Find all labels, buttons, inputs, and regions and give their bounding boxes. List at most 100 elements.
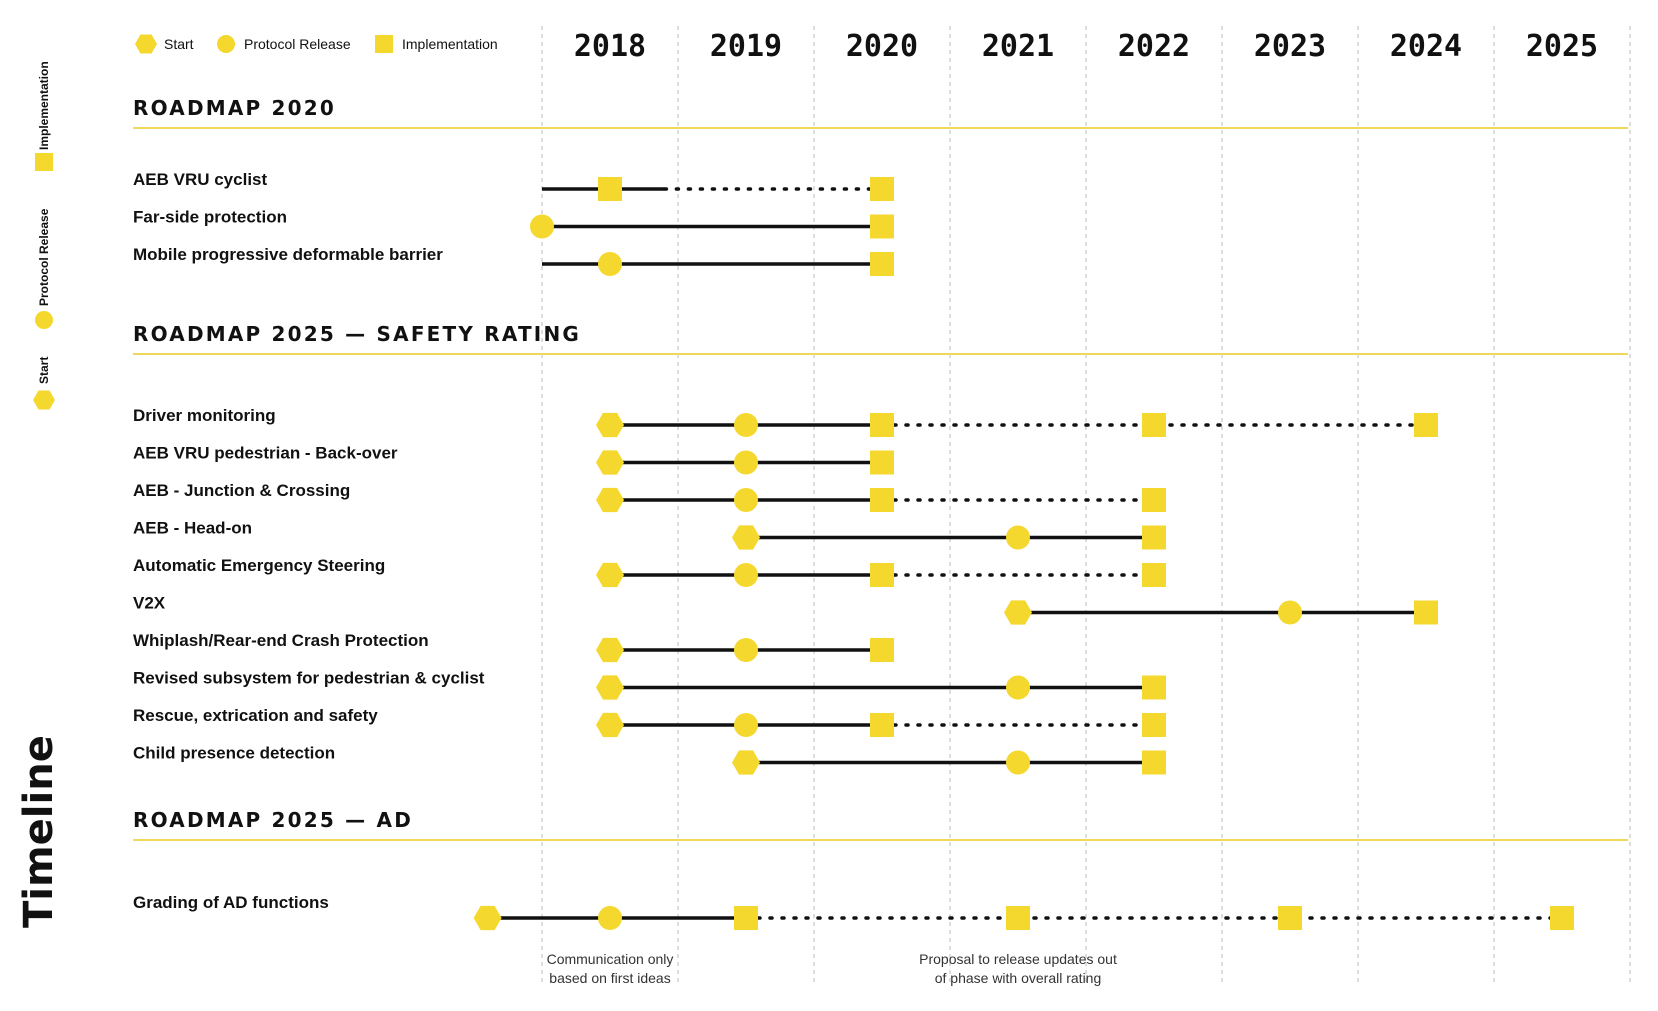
timeline-row: Far-side protection — [133, 208, 894, 239]
square-marker — [1414, 413, 1438, 437]
hexagon-marker — [596, 562, 624, 588]
hexagon-marker — [596, 487, 624, 513]
square-marker — [1142, 413, 1166, 437]
circle-marker — [734, 488, 758, 512]
square-marker — [1550, 906, 1574, 930]
square-marker — [1142, 675, 1166, 700]
side-legend-circle-icon — [35, 311, 53, 329]
row-label: V2X — [133, 594, 166, 613]
annotations: Communication only based on first ideas Pr… — [547, 951, 1117, 986]
hexagon-marker — [732, 525, 760, 550]
year-label: 2022 — [1118, 29, 1190, 64]
hexagon-marker — [732, 750, 760, 775]
square-marker — [870, 563, 894, 587]
circle-marker — [598, 252, 622, 276]
year-label: 2020 — [846, 29, 918, 64]
row-label: AEB - Head-on — [133, 519, 252, 538]
legend-square-icon — [375, 35, 393, 53]
row-label: AEB VRU cyclist — [133, 170, 267, 189]
square-marker — [1142, 563, 1166, 587]
annotation-line: Proposal to release updates out — [919, 951, 1117, 967]
timeline-row: Revised subsystem for pedestrian & cycli… — [133, 669, 1166, 700]
timeline-row: AEB VRU pedestrian - Back-over — [133, 444, 894, 475]
roadmap-sections: ROADMAP 2020 AEB VRU cyclist Far-side prot… — [133, 96, 1628, 931]
timeline-row: V2X — [133, 594, 1438, 625]
hexagon-marker — [596, 712, 624, 738]
hexagon-marker — [596, 637, 624, 663]
section-title: ROADMAP 2025 — SAFETY RATING — [133, 322, 581, 346]
timeline-row: Rescue, extrication and safety — [133, 706, 1166, 738]
side-legend-square-icon — [35, 153, 53, 171]
row-label: Rescue, extrication and safety — [133, 706, 378, 725]
timeline-row: Whiplash/Rear-end Crash Protection — [133, 631, 894, 663]
square-marker — [598, 177, 622, 201]
side-legend-hexagon-icon — [33, 390, 55, 410]
circle-marker — [734, 638, 758, 662]
annotation-line: based on first ideas — [549, 970, 670, 986]
square-marker — [870, 177, 894, 201]
annotation-line: of phase with overall rating — [935, 970, 1102, 986]
roadmap-section: ROADMAP 2025 — SAFETY RATING Driver monit… — [133, 322, 1628, 775]
circle-marker — [734, 563, 758, 587]
timeline-title: Timeline — [16, 735, 62, 928]
hexagon-marker — [596, 450, 624, 475]
row-label: Child presence detection — [133, 744, 335, 763]
square-marker — [870, 413, 894, 437]
year-gridlines — [541, 26, 1631, 985]
square-marker — [1278, 906, 1302, 930]
timeline-row: Child presence detection — [133, 744, 1166, 775]
section-title: ROADMAP 2020 — [133, 96, 336, 120]
annotation-line: Communication only — [547, 951, 674, 967]
legend-label: Protocol Release — [244, 36, 351, 52]
circle-marker — [1278, 600, 1302, 625]
row-label: Far-side protection — [133, 208, 287, 227]
row-label: Grading of AD functions — [133, 893, 329, 912]
square-marker — [1142, 488, 1166, 512]
square-marker — [870, 488, 894, 512]
annotation: Proposal to release updates out of phase … — [919, 951, 1117, 986]
circle-marker — [734, 413, 758, 437]
year-label: 2021 — [982, 29, 1054, 64]
circle-marker — [734, 713, 758, 737]
hexagon-marker — [596, 412, 624, 438]
hexagon-marker — [1004, 600, 1032, 625]
square-marker — [1142, 713, 1166, 737]
side-legend: Start Protocol Release Implementation Timel… — [16, 61, 62, 928]
square-marker — [1142, 525, 1166, 550]
side-legend-label: Protocol Release — [37, 208, 51, 306]
row-label: Driver monitoring — [133, 406, 276, 425]
circle-marker — [734, 450, 758, 475]
top-legend: Start Protocol Release Implementation — [135, 34, 498, 54]
row-label: Automatic Emergency Steering — [133, 556, 385, 575]
timeline-row: AEB - Head-on — [133, 519, 1166, 550]
timeline-row: Driver monitoring — [133, 406, 1438, 438]
legend-circle-icon — [217, 35, 235, 53]
year-label: 2018 — [574, 29, 646, 64]
timeline-row: Mobile progressive deformable barrier — [133, 245, 894, 276]
side-legend-label: Start — [37, 357, 51, 384]
legend-label: Implementation — [402, 36, 498, 52]
timeline-row: AEB - Junction & Crossing — [133, 481, 1166, 513]
timeline-row: Grading of AD functions — [133, 893, 1574, 931]
section-title: ROADMAP 2025 — AD — [133, 808, 413, 832]
year-label: 2023 — [1254, 29, 1326, 64]
circle-marker — [530, 214, 554, 239]
square-marker — [870, 252, 894, 276]
row-label: AEB - Junction & Crossing — [133, 481, 350, 500]
hexagon-marker — [596, 675, 624, 700]
circle-marker — [598, 906, 622, 930]
timeline-row: Automatic Emergency Steering — [133, 556, 1166, 588]
square-marker — [1142, 750, 1166, 775]
year-label: 2024 — [1390, 29, 1462, 64]
roadmap-section: ROADMAP 2025 — AD Grading of AD functions — [133, 808, 1628, 931]
circle-marker — [1006, 525, 1030, 550]
square-marker — [870, 713, 894, 737]
square-marker — [1006, 906, 1030, 930]
circle-marker — [1006, 675, 1030, 700]
square-marker — [1414, 600, 1438, 625]
year-label: 2025 — [1526, 29, 1598, 64]
hexagon-marker — [473, 905, 502, 931]
legend-label: Start — [164, 36, 194, 52]
row-label: Revised subsystem for pedestrian & cycli… — [133, 669, 485, 688]
square-marker — [734, 906, 758, 930]
